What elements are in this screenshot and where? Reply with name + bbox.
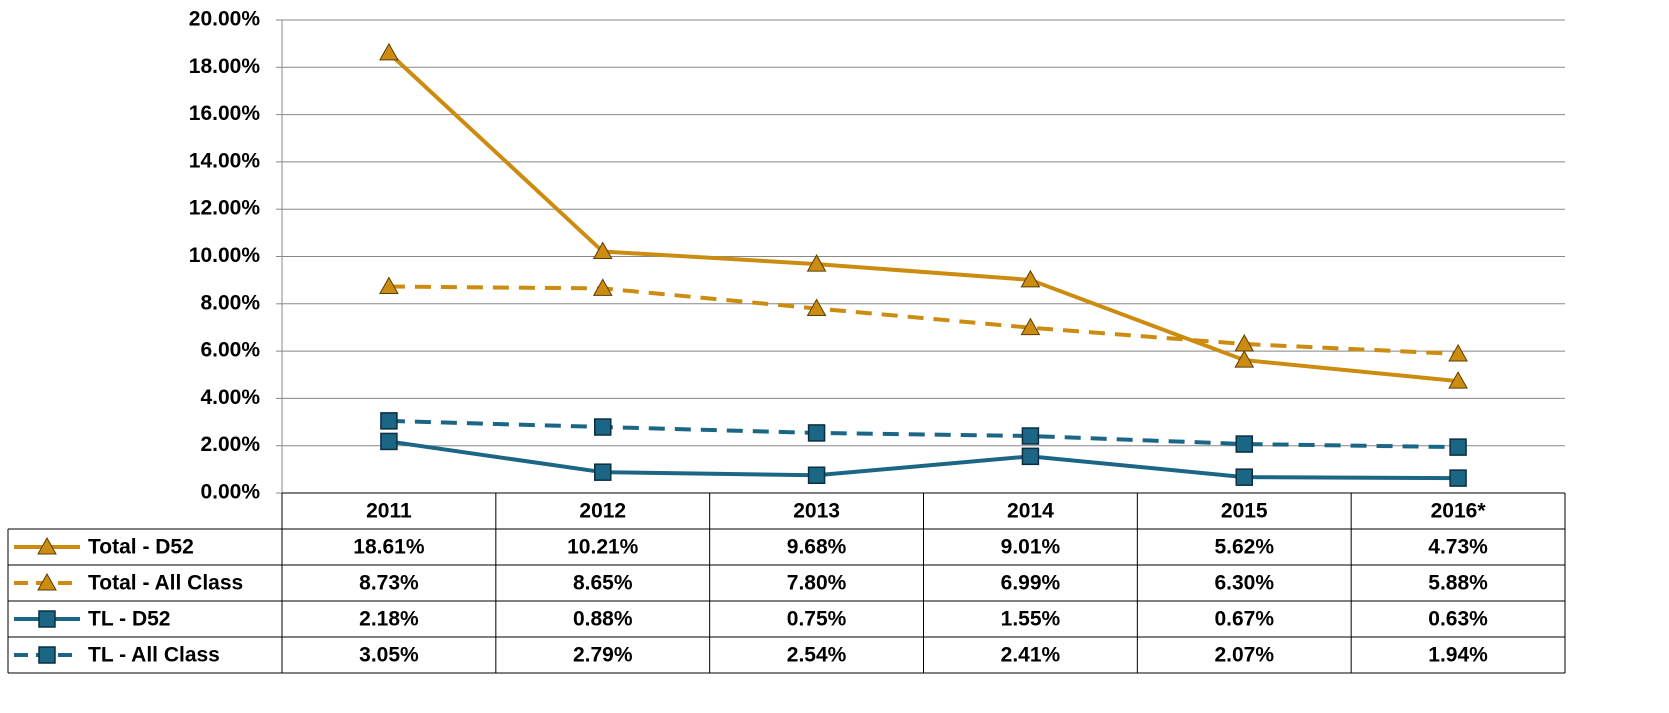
data-point xyxy=(1020,269,1041,288)
data-point xyxy=(1235,435,1253,453)
legend-marker xyxy=(37,572,57,591)
data-point xyxy=(594,418,612,436)
data-point xyxy=(1449,438,1467,456)
y-tick-label: 4.00% xyxy=(200,386,260,409)
table-value: 0.63% xyxy=(1428,608,1488,631)
data-point xyxy=(1449,469,1467,487)
table-value: 1.55% xyxy=(1001,608,1061,631)
table-value: 4.73% xyxy=(1428,536,1488,559)
data-point xyxy=(806,254,827,272)
legend-marker xyxy=(37,536,57,555)
data-point xyxy=(1021,447,1040,466)
y-tick-label: 20.00% xyxy=(189,8,261,31)
table-value: 18.61% xyxy=(353,536,425,559)
table-value: 7.80% xyxy=(787,572,847,595)
data-point xyxy=(806,298,827,317)
data-point xyxy=(1235,468,1253,486)
data-point xyxy=(592,241,613,260)
table-value: 0.67% xyxy=(1214,608,1274,631)
legend-marker xyxy=(38,646,56,664)
table-value: 3.05% xyxy=(359,644,419,667)
data-point xyxy=(380,412,398,430)
data-point xyxy=(1234,350,1255,368)
x-tick-label: 2011 xyxy=(366,500,412,523)
table-value: 6.99% xyxy=(1001,572,1061,595)
table-value: 5.62% xyxy=(1214,536,1274,559)
table-value: 6.30% xyxy=(1214,572,1274,595)
y-tick-label: 12.00% xyxy=(189,197,261,220)
series-line xyxy=(387,51,1459,384)
table-value: 2.41% xyxy=(1001,644,1061,667)
data-point xyxy=(380,432,398,451)
data-point xyxy=(1020,317,1041,336)
y-tick-label: 0.00% xyxy=(200,481,260,504)
series-line xyxy=(388,439,1459,481)
table-value: 0.88% xyxy=(573,608,633,631)
data-point xyxy=(594,463,612,481)
table-value: 2.07% xyxy=(1214,644,1274,667)
x-tick-label: 2012 xyxy=(579,500,626,523)
data-point xyxy=(807,466,826,485)
legend-label: TL - D52 xyxy=(88,608,170,631)
x-tick-label: 2016* xyxy=(1431,500,1487,523)
legend-label: Total - D52 xyxy=(88,536,194,559)
data-point xyxy=(379,42,399,61)
table-value: 1.94% xyxy=(1428,644,1488,667)
table-value: 9.01% xyxy=(1001,536,1061,559)
data-point xyxy=(1448,371,1468,389)
table-value: 8.65% xyxy=(573,572,633,595)
y-tick-label: 16.00% xyxy=(189,102,261,125)
legend-label: Total - All Class xyxy=(88,572,243,595)
legend-label: TL - All Class xyxy=(88,644,220,667)
table-value: 5.88% xyxy=(1428,572,1488,595)
y-tick-label: 18.00% xyxy=(189,55,261,78)
y-tick-label: 10.00% xyxy=(189,244,261,267)
x-tick-label: 2013 xyxy=(793,500,840,523)
legend-marker xyxy=(38,610,56,628)
table-value: 9.68% xyxy=(787,536,847,559)
x-tick-label: 2014 xyxy=(1007,500,1054,523)
data-point xyxy=(1448,343,1468,362)
y-tick-label: 6.00% xyxy=(200,339,260,362)
table-value: 2.54% xyxy=(787,644,847,667)
y-tick-label: 8.00% xyxy=(200,291,260,314)
x-tick-label: 2015 xyxy=(1221,500,1268,523)
series-line xyxy=(388,284,1459,356)
table-value: 10.21% xyxy=(567,536,639,559)
series-line xyxy=(388,418,1459,450)
table-value: 2.18% xyxy=(359,608,419,631)
data-point xyxy=(592,278,613,296)
y-tick-label: 14.00% xyxy=(189,149,261,172)
data-point xyxy=(1234,333,1255,352)
data-point xyxy=(807,424,826,442)
table-value: 8.73% xyxy=(359,572,419,595)
y-tick-label: 2.00% xyxy=(200,433,260,456)
data-point xyxy=(379,276,399,295)
table-value: 2.79% xyxy=(573,644,633,667)
data-point xyxy=(1021,427,1040,445)
table-value: 0.75% xyxy=(787,608,847,631)
